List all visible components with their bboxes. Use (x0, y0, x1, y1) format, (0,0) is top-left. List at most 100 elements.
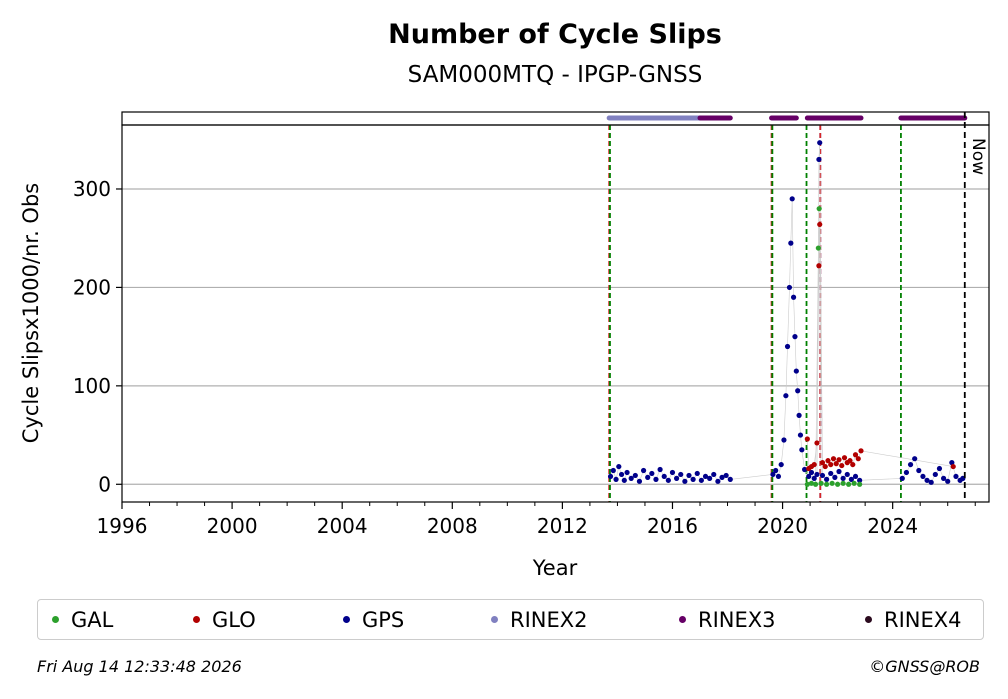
data-point-gps (786, 284, 793, 291)
data-point-gal (808, 480, 815, 486)
data-point-gps (811, 475, 817, 481)
data-point-gps (784, 343, 791, 350)
data-point-gps (682, 478, 688, 484)
data-point-gal (815, 245, 821, 251)
x-tick-label: 2016 (647, 514, 698, 538)
data-point-gps (840, 475, 846, 481)
data-point-glo (852, 452, 859, 458)
data-point-gps (801, 466, 808, 473)
chart-legend: GAL GLO GPS RINEX2 RINEX3 RINEX4 (37, 599, 984, 640)
data-point-glo (850, 461, 856, 468)
legend-marker (193, 616, 200, 623)
data-point-gal (804, 481, 810, 487)
x-tick-label: 2000 (207, 514, 258, 538)
data-point-gps (645, 474, 651, 480)
legend-marker (865, 616, 872, 623)
data-point-gps (949, 460, 955, 466)
legend-marker (52, 616, 59, 623)
data-point-gal (851, 480, 857, 486)
data-point-gps (795, 388, 801, 394)
data-point-glo (828, 461, 834, 468)
data-point-gps (793, 368, 799, 374)
data-point-gal (813, 481, 819, 487)
series-line-gps (610, 142, 964, 483)
data-point-glo (830, 456, 837, 462)
data-point-glo (811, 461, 817, 468)
data-point-gal (829, 480, 835, 486)
data-point-glo (858, 448, 864, 454)
data-point-gps (610, 467, 616, 474)
data-point-gps (912, 456, 918, 462)
data-point-gal (818, 480, 824, 486)
data-point-gps (690, 476, 696, 482)
data-point-gps (698, 477, 704, 483)
data-point-gal (835, 481, 841, 487)
data-point-gps (799, 447, 805, 453)
data-point-gal (846, 481, 852, 487)
data-point-gps (852, 473, 859, 480)
data-point-gps (775, 473, 782, 480)
data-point-gps (616, 463, 622, 470)
data-point-gps (694, 470, 700, 477)
data-point-gps (628, 475, 634, 481)
y-tick-label: 100 (73, 374, 111, 398)
data-point-gps (618, 471, 625, 478)
legend-marker (491, 616, 498, 623)
legend-marker (679, 616, 686, 623)
data-point-gps (711, 471, 717, 478)
x-tick-label: 2024 (867, 514, 918, 538)
legend-label: RINEX3 (698, 607, 776, 632)
data-point-gps (848, 476, 854, 482)
data-point-gps (790, 294, 797, 300)
data-point-glo (833, 461, 839, 467)
data-point-gps (669, 469, 676, 476)
data-point-gps (723, 472, 729, 479)
x-tick-label: 2020 (757, 514, 808, 538)
data-point-gps (844, 471, 850, 478)
data-point-gps (674, 475, 680, 481)
legend-item-gps: GPS (343, 600, 404, 639)
data-point-gps (640, 467, 647, 474)
data-point-gps (899, 475, 905, 481)
data-point-gps (613, 476, 619, 482)
data-point-gps (824, 476, 830, 482)
y-tick-label: 200 (73, 275, 111, 299)
legend-label: GPS (362, 607, 405, 632)
data-point-gps (661, 473, 667, 480)
data-point-gps (819, 472, 826, 479)
data-point-gps (907, 461, 914, 468)
legend-label: RINEX4 (884, 607, 962, 632)
data-point-gps (727, 476, 733, 482)
data-point-gps (792, 334, 798, 340)
footer-timestamp: Fri Aug 14 12:33:48 2026 (37, 657, 242, 676)
data-point-gps (719, 474, 725, 480)
data-point-gps (702, 473, 709, 480)
data-point-gps (624, 469, 630, 476)
data-point-gal (816, 206, 822, 212)
data-point-gps (632, 472, 638, 479)
data-point-gps (828, 470, 834, 477)
data-point-gps (945, 478, 951, 484)
x-tick-label: 2008 (427, 514, 478, 538)
data-point-glo (950, 463, 956, 470)
legend-item-glo: GLO (193, 600, 256, 639)
legend-item-rinex3: RINEX3 (679, 600, 776, 639)
data-point-gps (928, 479, 934, 485)
data-point-gps (814, 471, 820, 478)
data-point-glo (825, 458, 831, 464)
data-point-glo (816, 263, 822, 269)
data-point-glo (836, 457, 842, 463)
data-point-gps (797, 432, 804, 438)
data-point-gps (778, 461, 784, 468)
data-point-gps (773, 467, 779, 474)
legend-marker (343, 616, 350, 623)
data-point-gps (816, 156, 822, 163)
data-point-gps (621, 477, 627, 483)
legend-item-rinex4: RINEX4 (865, 600, 962, 639)
y-axis-label: Cycle Slipsx1000/nr. Obs (19, 183, 43, 443)
legend-label: GLO (212, 607, 256, 632)
x-tick-label: 2012 (537, 514, 588, 538)
data-point-gps (788, 240, 794, 246)
data-point-gps (936, 465, 943, 472)
data-point-gps (678, 471, 684, 478)
